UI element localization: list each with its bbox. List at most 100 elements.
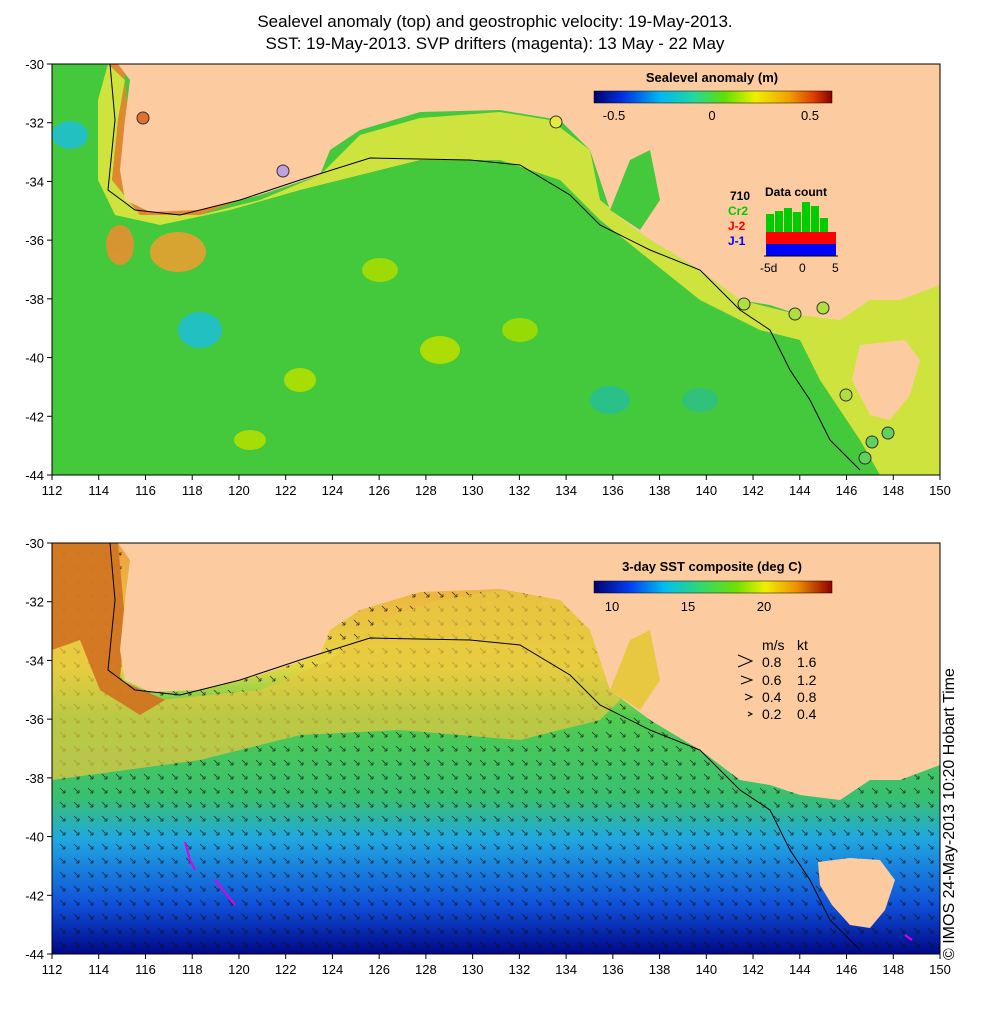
x-tick-label: 136 [602,483,624,498]
speed-legend-kt: 0.8 [797,689,817,705]
sst-tick-label: 10 [605,599,619,614]
x-tick-label: 146 [836,962,858,977]
y-tick-label: -36 [25,712,44,727]
y-tick-label: -30 [25,57,44,72]
x-tick-label: 144 [789,962,811,977]
y-tick-label: -34 [25,174,44,189]
title-line-2: SST: 19-May-2013. SVP drifters (magenta)… [265,34,725,53]
spencer-gulf-bottom [610,630,660,710]
x-tick-label: 148 [882,962,904,977]
y-tick-label: -44 [25,468,44,483]
x-tick-label: 122 [275,962,297,977]
sea-level-eddies [52,121,718,450]
x-tick-label: 142 [742,962,764,977]
x-tick-label: 150 [929,483,951,498]
spencer-gulf [610,150,660,230]
data-count-label: Data count [765,185,827,199]
sea-level-colorbar-gradient [593,90,833,104]
data-count-inset: 710 Data count Cr2 J-2 J-1 -5d 0 5 [728,185,839,275]
speed-legend-ms: 0.4 [762,689,782,705]
x-tick-label: 138 [649,483,671,498]
speed-arrow-icon [744,693,754,701]
leeuwin-current [52,543,165,715]
shelf-contour-top [107,63,861,471]
x-tick-label: 134 [555,962,577,977]
y-tick-label: -40 [25,830,44,845]
station-marker [881,426,895,440]
x-tick-label: 114 [88,962,109,977]
sea-level-map [51,63,941,476]
x-tick-label: 118 [182,483,203,498]
station-marker [788,307,802,321]
speed-arrow-icon [737,654,754,668]
sst-colorbar-gradient [593,580,833,594]
x-tick-label: 136 [602,962,624,977]
x-tick-label: 140 [695,483,717,498]
y-tick-label: -32 [25,116,44,131]
warm-coastal-band [52,543,620,780]
x-tick-label: 146 [836,483,858,498]
x-tick-label: 120 [228,483,250,498]
sea-level-tick-label: 0 [708,108,715,123]
x-tick-label: 138 [649,962,671,977]
y-tick-label: -40 [25,351,44,366]
sst-colorbar: 3-day SST composite (deg C) 10 15 20 [593,559,833,614]
x-tick-label: 124 [322,483,344,498]
station-marker [865,435,879,449]
x-tick-label: 112 [42,962,63,977]
sst-map [51,542,941,955]
speed-legend-header-kt: kt [797,637,808,653]
y-tick-label: -42 [25,409,44,424]
data-count-legend-j2: J-2 [728,219,746,233]
tasmania-top [852,340,920,420]
x-tick-label: 130 [462,962,484,977]
data-count-max: 710 [730,189,750,203]
station-marker [549,115,563,129]
station-marker [737,297,751,311]
y-tick-label: -42 [25,888,44,903]
sst-colorbar-title: 3-day SST composite (deg C) [622,559,802,574]
y-tick-label: -36 [25,233,44,248]
speed-legend: m/s kt 0.8 1.6 0.6 1.2 0.4 0.8 0.2 0.4 [737,637,817,722]
australia-land-top [52,64,940,320]
y-tick-label: -44 [25,947,44,962]
data-count-xtick: 5 [832,261,839,275]
station-marker [839,388,853,402]
x-tick-label: 116 [135,962,156,977]
tasmania-bottom [818,858,895,928]
sst-tick-label: 15 [681,599,695,614]
sea-level-tick-label: 0.5 [801,108,819,123]
x-tick-label: 116 [135,483,156,498]
top-map-axes: 112 114 116 118 120 122 124 126 128 130 132 134 136 1… [25,57,951,498]
station-marker [276,164,290,178]
speed-legend-ms: 0.8 [762,654,782,670]
station-marker [858,451,872,465]
data-count-xtick: 0 [799,261,806,275]
x-tick-label: 118 [182,962,203,977]
x-tick-label: 122 [275,483,297,498]
sea-level-tick-label: -0.5 [603,108,625,123]
speed-legend-header-ms: m/s [762,637,785,653]
speed-arrow-icon [740,675,754,685]
top-map-frame [51,63,941,476]
x-tick-label: 114 [88,483,109,498]
x-tick-label: 112 [42,483,63,498]
speed-legend-kt: 1.6 [797,654,817,670]
australia-land-bottom [118,543,940,800]
altimeter-stations [136,111,895,465]
bottom-map-axes: 112 114 116 118 120 122 124 126 128 130 132 134 136 1… [25,536,951,977]
speed-legend-ms: 0.6 [762,672,782,688]
speed-arrow-icon [747,711,754,717]
x-tick-label: 144 [789,483,811,498]
coastal-anomaly-band [98,64,940,475]
copyright-label: © IMOS 24-May-2013 10:20 Hobart Time [941,668,958,960]
y-tick-label: -30 [25,536,44,551]
speed-legend-kt: 1.2 [797,672,817,688]
station-marker [136,111,150,125]
x-tick-label: 128 [415,962,437,977]
y-tick-label: -38 [25,771,44,786]
drifter-track [184,841,196,871]
sst-tick-label: 20 [757,599,771,614]
bottom-map-frame [51,542,941,955]
x-tick-label: 150 [929,962,951,977]
